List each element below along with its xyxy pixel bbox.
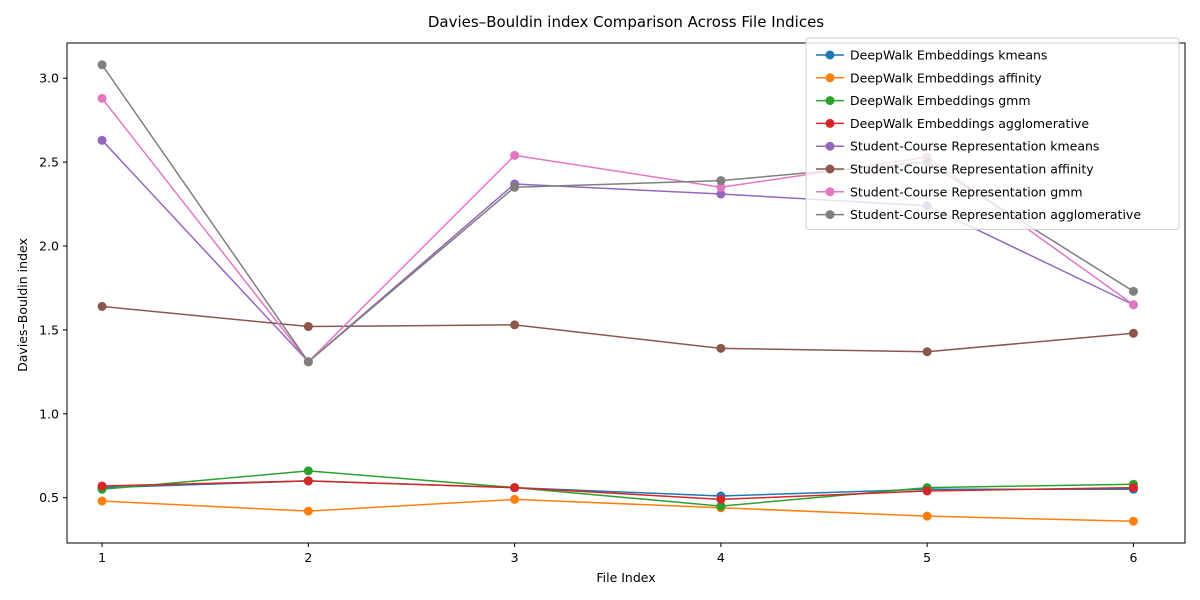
data-point <box>716 189 726 199</box>
data-point <box>1128 483 1138 493</box>
y-axis-label: Davies–Bouldin index <box>15 238 30 372</box>
data-point <box>510 182 520 192</box>
data-point <box>922 486 932 496</box>
data-point <box>1128 516 1138 526</box>
data-point <box>303 506 313 516</box>
y-tick-label: 1.5 <box>39 322 59 337</box>
legend-item: DeepWalk Embeddings affinity <box>816 70 1042 85</box>
x-tick-label: 5 <box>923 550 931 565</box>
data-point <box>97 93 107 103</box>
legend-label: DeepWalk Embeddings affinity <box>850 70 1042 85</box>
legend-swatch-marker <box>825 118 835 128</box>
y-tick-label: 1.0 <box>39 406 59 421</box>
data-point <box>303 476 313 486</box>
series-5 <box>97 301 1138 357</box>
legend-item: DeepWalk Embeddings kmeans <box>816 48 1047 63</box>
data-point <box>97 496 107 506</box>
legend-label: DeepWalk Embeddings kmeans <box>850 48 1047 63</box>
data-point <box>716 501 726 511</box>
legend-swatch-marker <box>825 96 835 106</box>
legend-label: DeepWalk Embeddings gmm <box>850 93 1031 108</box>
x-axis: 1 2 3 4 5 6 <box>98 543 1137 565</box>
legend-item: DeepWalk Embeddings agglomerative <box>816 116 1089 131</box>
data-point <box>716 176 726 186</box>
x-tick-label: 1 <box>98 550 106 565</box>
data-point <box>303 466 313 476</box>
plot-frame <box>66 42 1186 544</box>
x-tick-label: 2 <box>304 550 312 565</box>
y-tick-label: 2.5 <box>39 155 59 170</box>
legend-label: Student-Course Representation gmm <box>850 184 1083 199</box>
data-point <box>303 357 313 367</box>
series-3 <box>97 476 1138 504</box>
legend-swatch-marker <box>825 187 835 197</box>
legend-item: Student-Course Representation agglomerat… <box>816 207 1141 222</box>
legend-item: DeepWalk Embeddings gmm <box>816 93 1031 108</box>
series-line <box>102 498 1134 522</box>
legend-label: Student-Course Representation agglomerat… <box>850 207 1141 222</box>
y-tick-label: 0.5 <box>39 490 59 505</box>
data-point <box>716 182 726 192</box>
data-point <box>97 301 107 311</box>
legend-label: Student-Course Representation kmeans <box>850 139 1099 154</box>
legend-swatch-marker <box>825 50 835 60</box>
data-point <box>97 135 107 145</box>
series-line <box>101 470 1134 507</box>
legend-swatch-marker <box>825 141 835 151</box>
legend-swatch-marker <box>825 73 835 83</box>
legend-label: DeepWalk Embeddings agglomerative <box>850 116 1089 131</box>
y-tick-label: 3.0 <box>39 71 59 86</box>
legend-swatch-marker <box>825 164 835 174</box>
data-point <box>510 150 520 160</box>
data-point <box>716 343 726 353</box>
legend-box <box>805 37 1180 230</box>
data-point <box>97 60 107 70</box>
data-point <box>1128 300 1138 310</box>
data-point <box>716 494 726 504</box>
x-tick-label: 6 <box>1129 550 1137 565</box>
series-line <box>101 305 1134 353</box>
x-axis-label: File Index <box>596 570 655 585</box>
series-line <box>102 480 1134 501</box>
legend-swatch-marker <box>825 210 835 220</box>
x-tick-label: 4 <box>717 550 725 565</box>
plot-area <box>66 42 1186 544</box>
chart-title: Davies–Bouldin index Comparison Across F… <box>428 13 824 31</box>
x-tick-label: 3 <box>511 550 519 565</box>
data-point <box>1128 286 1138 296</box>
y-axis: 0.5 1.0 1.5 2.0 2.5 3.0 <box>39 71 67 505</box>
data-point <box>303 322 313 332</box>
data-point <box>922 511 932 521</box>
data-point <box>922 347 932 357</box>
legend-item: Student-Course Representation kmeans <box>816 139 1099 154</box>
data-point <box>97 481 107 491</box>
data-point <box>510 483 520 493</box>
legend-label: Student-Course Representation affinity <box>850 162 1094 177</box>
data-point <box>510 320 520 330</box>
legend-item: Student-Course Representation affinity <box>816 162 1094 177</box>
data-point <box>510 494 520 504</box>
legend-item: Student-Course Representation gmm <box>816 184 1083 199</box>
legend: DeepWalk Embeddings kmeans DeepWalk Embed… <box>805 37 1180 230</box>
y-tick-label: 2.0 <box>39 239 59 254</box>
data-point <box>1128 328 1138 338</box>
